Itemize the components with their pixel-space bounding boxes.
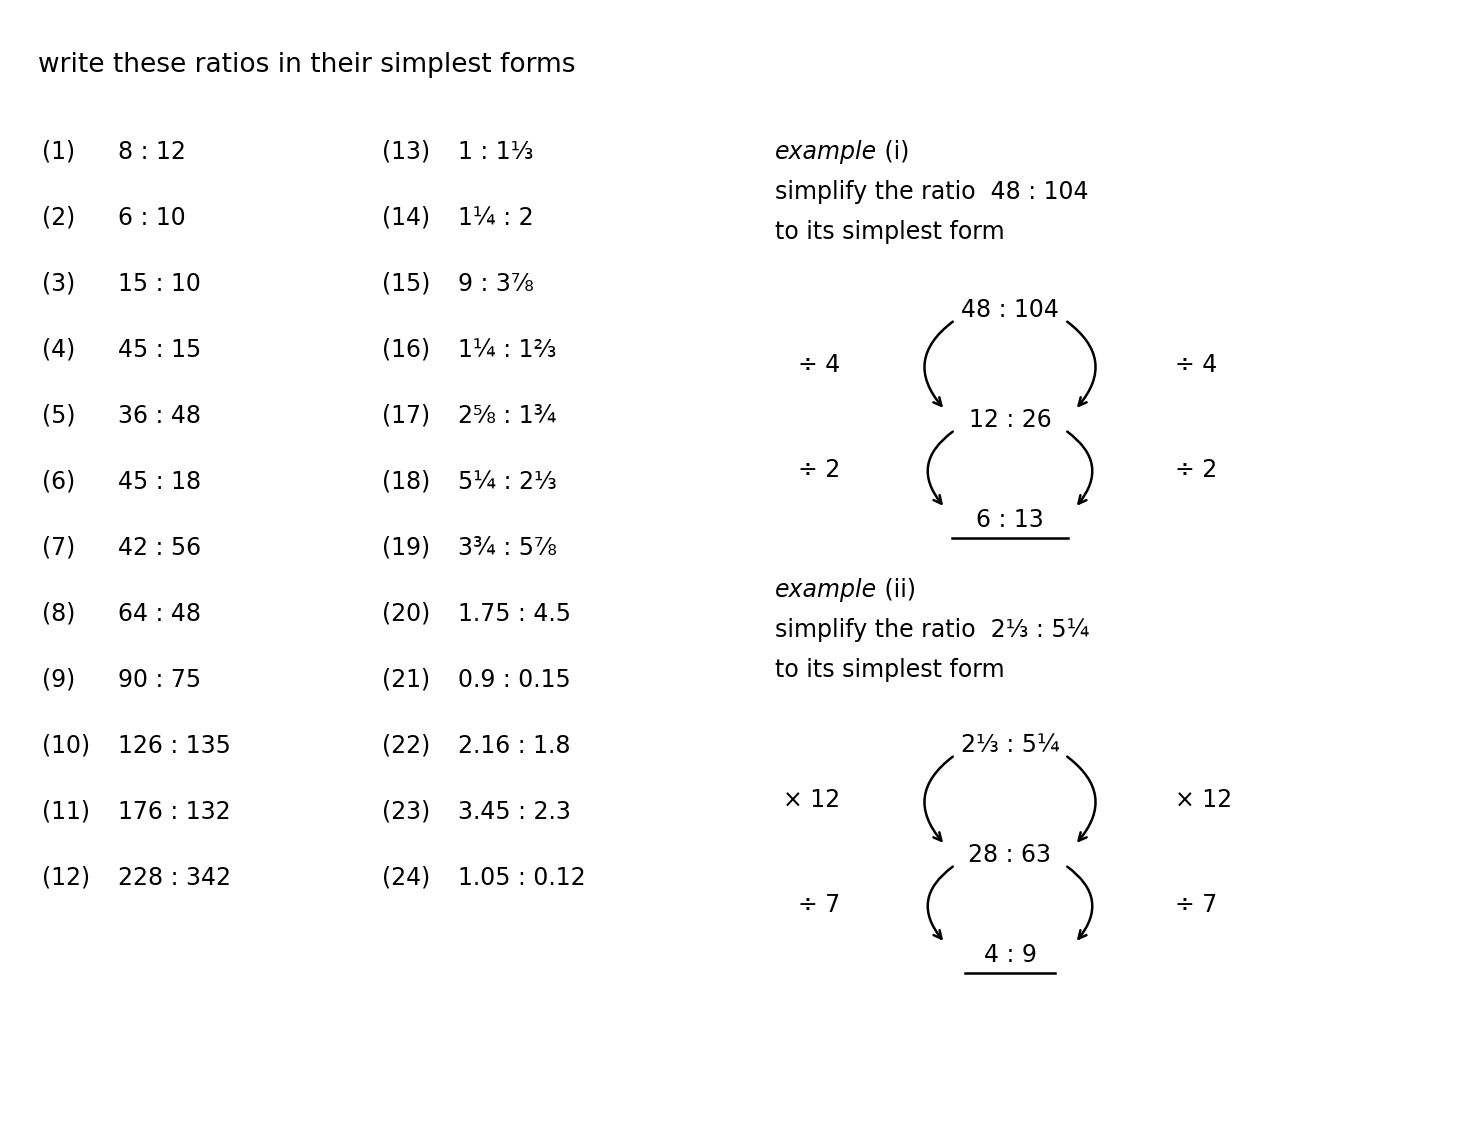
Text: 42 : 56: 42 : 56: [118, 536, 202, 560]
Text: (9): (9): [42, 668, 76, 692]
Text: to its simplest form: to its simplest form: [774, 220, 1005, 244]
Text: (22): (22): [381, 734, 430, 758]
Text: 228 : 342: 228 : 342: [118, 867, 231, 890]
Text: 1 : 1⅓: 1 : 1⅓: [457, 140, 533, 164]
Text: 12 : 26: 12 : 26: [969, 408, 1052, 432]
Text: (19): (19): [381, 536, 430, 560]
Text: (13): (13): [381, 140, 430, 164]
Text: (ii): (ii): [877, 578, 916, 602]
Text: 1.05 : 0.12: 1.05 : 0.12: [457, 867, 586, 890]
Text: 90 : 75: 90 : 75: [118, 668, 202, 692]
Text: 5¼ : 2⅓: 5¼ : 2⅓: [457, 470, 557, 494]
Text: 3.45 : 2.3: 3.45 : 2.3: [457, 800, 571, 824]
Text: 1¼ : 2: 1¼ : 2: [457, 206, 533, 230]
Text: (5): (5): [42, 404, 76, 428]
Text: (11): (11): [42, 800, 91, 824]
Text: (1): (1): [42, 140, 75, 164]
Text: ÷ 7: ÷ 7: [798, 893, 840, 917]
Text: (17): (17): [381, 404, 430, 428]
Text: × 12: × 12: [1175, 788, 1232, 812]
Text: 1.75 : 4.5: 1.75 : 4.5: [457, 602, 571, 626]
Text: (2): (2): [42, 206, 76, 230]
Text: ÷ 2: ÷ 2: [1175, 458, 1217, 482]
Text: (6): (6): [42, 470, 76, 494]
Text: 45 : 18: 45 : 18: [118, 470, 202, 494]
Text: × 12: × 12: [783, 788, 840, 812]
Text: simplify the ratio  2⅓ : 5¼: simplify the ratio 2⅓ : 5¼: [774, 618, 1090, 642]
Text: write these ratios in their simplest forms: write these ratios in their simplest for…: [38, 52, 576, 78]
Text: 176 : 132: 176 : 132: [118, 800, 231, 824]
Text: 2⅝ : 1¾: 2⅝ : 1¾: [457, 404, 557, 428]
Text: 2⅓ : 5¼: 2⅓ : 5¼: [960, 733, 1059, 757]
Text: (i): (i): [877, 140, 909, 164]
Text: 6 : 10: 6 : 10: [118, 206, 186, 230]
Text: ÷ 7: ÷ 7: [1175, 893, 1217, 917]
Text: 8 : 12: 8 : 12: [118, 140, 186, 164]
Text: (3): (3): [42, 272, 76, 296]
Text: 45 : 15: 45 : 15: [118, 339, 202, 362]
Text: 15 : 10: 15 : 10: [118, 272, 200, 296]
Text: (10): (10): [42, 734, 91, 758]
Text: simplify the ratio  48 : 104: simplify the ratio 48 : 104: [774, 180, 1088, 204]
Text: (8): (8): [42, 602, 76, 626]
Text: (16): (16): [381, 339, 430, 362]
Text: (7): (7): [42, 536, 76, 560]
Text: (23): (23): [381, 800, 430, 824]
Text: (18): (18): [381, 470, 430, 494]
Text: ÷ 4: ÷ 4: [798, 353, 840, 377]
Text: 9 : 3⅞: 9 : 3⅞: [457, 272, 533, 296]
Text: (12): (12): [42, 867, 91, 890]
Text: 64 : 48: 64 : 48: [118, 602, 202, 626]
Text: example: example: [774, 140, 877, 164]
Text: to its simplest form: to its simplest form: [774, 658, 1005, 682]
Text: (14): (14): [381, 206, 430, 230]
Text: example: example: [774, 578, 877, 602]
Text: 126 : 135: 126 : 135: [118, 734, 231, 758]
Text: 36 : 48: 36 : 48: [118, 404, 202, 428]
Text: (20): (20): [381, 602, 430, 626]
Text: ÷ 2: ÷ 2: [798, 458, 840, 482]
Text: ÷ 4: ÷ 4: [1175, 353, 1217, 377]
Text: (4): (4): [42, 339, 76, 362]
Text: 1¼ : 1⅔: 1¼ : 1⅔: [457, 339, 557, 362]
Text: 48 : 104: 48 : 104: [961, 298, 1059, 322]
Text: 28 : 63: 28 : 63: [969, 843, 1052, 867]
Text: 6 : 13: 6 : 13: [976, 508, 1043, 532]
Text: (24): (24): [381, 867, 430, 890]
Text: 4 : 9: 4 : 9: [983, 943, 1036, 967]
Text: (21): (21): [381, 668, 430, 692]
Text: 2.16 : 1.8: 2.16 : 1.8: [457, 734, 570, 758]
Text: (15): (15): [381, 272, 431, 296]
Text: 0.9 : 0.15: 0.9 : 0.15: [457, 668, 571, 692]
Text: 3¾ : 5⅞: 3¾ : 5⅞: [457, 536, 557, 560]
